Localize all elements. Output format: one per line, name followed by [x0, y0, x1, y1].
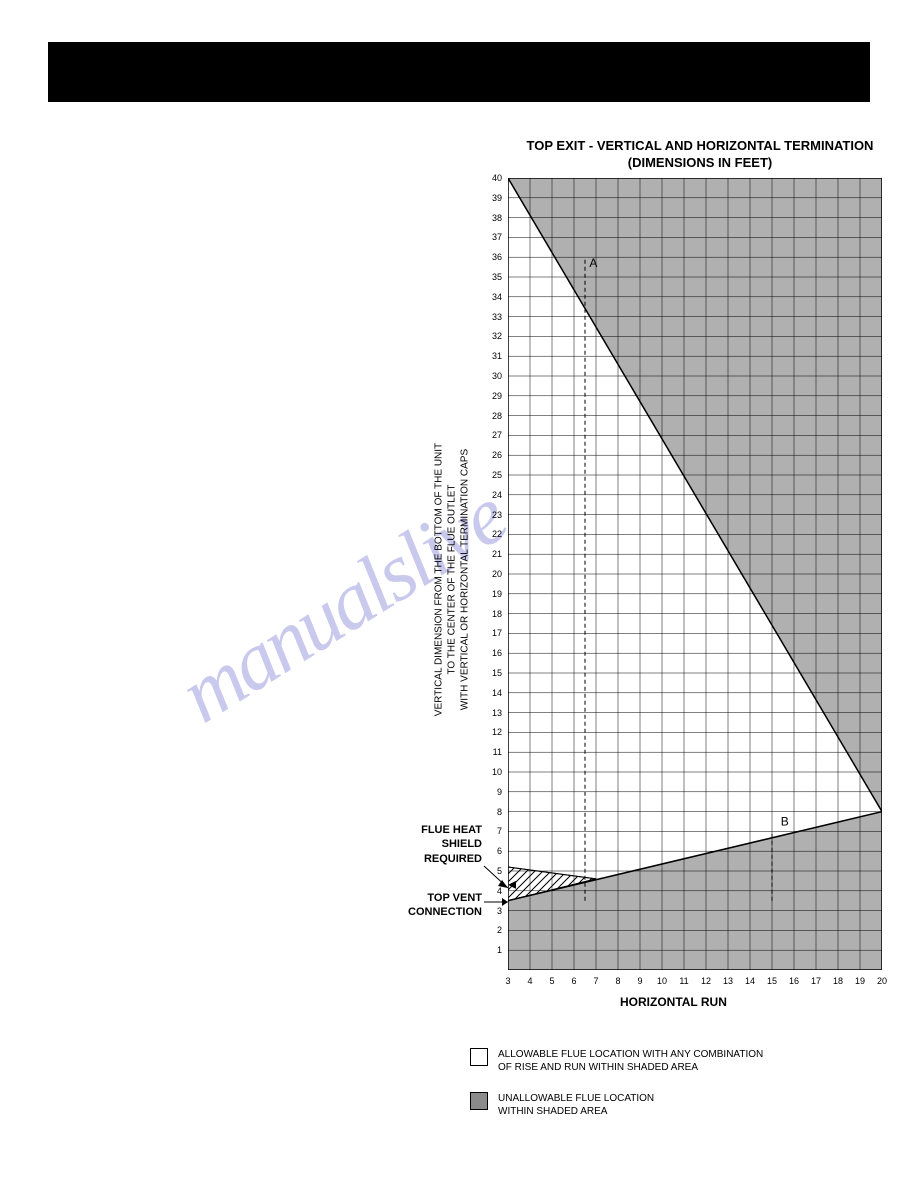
- y-axis-label-line1: VERTICAL DIMENSION FROM THE BOTTOM OF TH…: [433, 380, 446, 780]
- y-tick: 20: [482, 569, 502, 579]
- x-tick: 6: [566, 976, 582, 986]
- y-tick: 23: [482, 510, 502, 520]
- y-tick: 30: [482, 371, 502, 381]
- y-tick: 34: [482, 292, 502, 302]
- legend-text-allowable: ALLOWABLE FLUE LOCATION WITH ANY COMBINA…: [498, 1048, 763, 1074]
- y-tick: 32: [482, 331, 502, 341]
- svg-text:B: B: [781, 814, 789, 828]
- x-tick: 7: [588, 976, 604, 986]
- x-tick: 10: [654, 976, 670, 986]
- x-tick: 4: [522, 976, 538, 986]
- y-tick: 39: [482, 193, 502, 203]
- y-tick: 37: [482, 232, 502, 242]
- x-tick: 18: [830, 976, 846, 986]
- y-tick: 11: [482, 747, 502, 757]
- chart-title-line1: TOP EXIT - VERTICAL AND HORIZONTAL TERMI…: [500, 138, 900, 155]
- y-tick: 19: [482, 589, 502, 599]
- annotation-flue-heat: FLUE HEATSHIELDREQUIRED: [382, 823, 482, 866]
- x-tick: 5: [544, 976, 560, 986]
- y-tick: 2: [482, 925, 502, 935]
- x-tick: 9: [632, 976, 648, 986]
- y-tick: 29: [482, 391, 502, 401]
- y-tick: 21: [482, 549, 502, 559]
- x-tick: 19: [852, 976, 868, 986]
- x-tick: 13: [720, 976, 736, 986]
- x-tick: 17: [808, 976, 824, 986]
- chart-title-line2: (DIMENSIONS IN FEET): [500, 155, 900, 172]
- y-tick: 12: [482, 727, 502, 737]
- y-tick: 8: [482, 807, 502, 817]
- y-tick: 18: [482, 609, 502, 619]
- y-axis-label-line3: WITH VERTICAL OR HORIZONTAL TERMINATION …: [459, 380, 472, 780]
- x-tick: 11: [676, 976, 692, 986]
- y-tick: 13: [482, 708, 502, 718]
- legend-box-allowable: [470, 1048, 488, 1066]
- annotation-pointer: [480, 820, 520, 920]
- legend-box-unallowable: [470, 1092, 488, 1110]
- chart-plot-area: AB 1234567891011121314151617181920212223…: [508, 178, 882, 970]
- header-black-bar: [48, 42, 870, 102]
- x-tick: 3: [500, 976, 516, 986]
- y-tick: 26: [482, 450, 502, 460]
- x-tick: 20: [874, 976, 890, 986]
- legend: ALLOWABLE FLUE LOCATION WITH ANY COMBINA…: [470, 1048, 763, 1136]
- y-tick: 15: [482, 668, 502, 678]
- y-tick: 36: [482, 252, 502, 262]
- y-tick: 40: [482, 173, 502, 183]
- legend-item-allowable: ALLOWABLE FLUE LOCATION WITH ANY COMBINA…: [470, 1048, 763, 1074]
- chart-title: TOP EXIT - VERTICAL AND HORIZONTAL TERMI…: [500, 138, 900, 172]
- svg-text:A: A: [589, 256, 597, 270]
- y-tick: 9: [482, 787, 502, 797]
- y-tick: 1: [482, 945, 502, 955]
- y-tick: 33: [482, 312, 502, 322]
- y-tick: 31: [482, 351, 502, 361]
- x-axis-label: HORIZONTAL RUN: [620, 995, 727, 1009]
- x-tick: 16: [786, 976, 802, 986]
- legend-text-unallowable: UNALLOWABLE FLUE LOCATIONWITHIN SHADED A…: [498, 1092, 654, 1118]
- y-tick: 35: [482, 272, 502, 282]
- x-tick: 12: [698, 976, 714, 986]
- y-tick: 28: [482, 411, 502, 421]
- legend-item-unallowable: UNALLOWABLE FLUE LOCATIONWITHIN SHADED A…: [470, 1092, 763, 1118]
- annotation-top-vent: TOP VENTCONNECTION: [382, 891, 482, 920]
- y-tick: 24: [482, 490, 502, 500]
- y-tick: 22: [482, 529, 502, 539]
- y-tick: 27: [482, 430, 502, 440]
- y-tick: 38: [482, 213, 502, 223]
- y-axis-label-line2: TO THE CENTER OF THE FLUE OUTLET: [446, 380, 459, 780]
- y-tick: 17: [482, 628, 502, 638]
- x-tick: 14: [742, 976, 758, 986]
- y-tick: 16: [482, 648, 502, 658]
- y-tick: 10: [482, 767, 502, 777]
- chart-svg: AB: [508, 178, 882, 970]
- y-tick: 14: [482, 688, 502, 698]
- y-axis-label: VERTICAL DIMENSION FROM THE BOTTOM OF TH…: [433, 380, 472, 780]
- x-tick: 8: [610, 976, 626, 986]
- y-tick: 25: [482, 470, 502, 480]
- x-tick: 15: [764, 976, 780, 986]
